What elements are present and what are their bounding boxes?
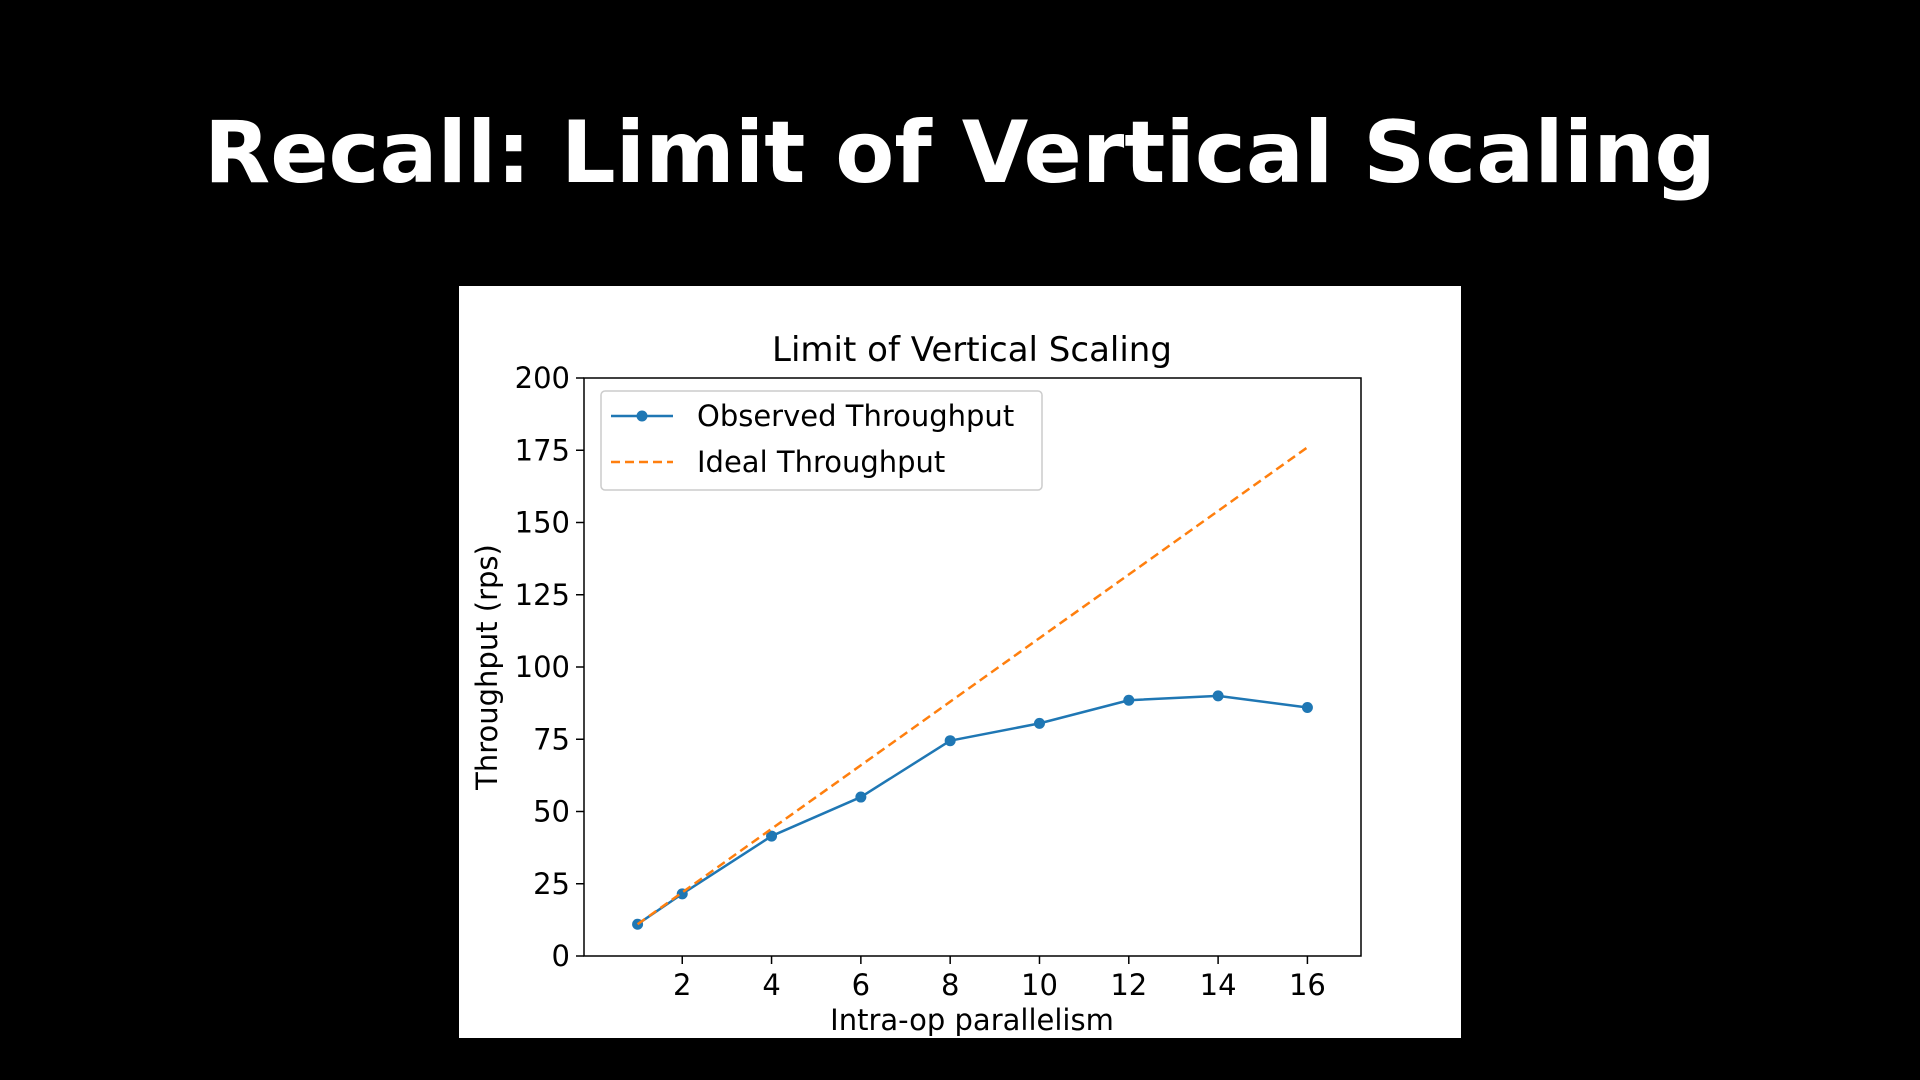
legend-observed-label: Observed Throughput — [697, 399, 1014, 433]
y-tick-label: 200 — [515, 361, 570, 395]
legend: Observed Throughput Ideal Throughput — [600, 390, 1043, 491]
observed-throughput-point — [766, 830, 778, 842]
x-tick-label: 6 — [852, 968, 870, 1002]
y-tick-label: 125 — [515, 578, 570, 612]
chart-svg: Limit of Vertical Scaling 2 4 6 8 10 12 14 1602… — [470, 330, 1362, 1037]
y-tick-label: 150 — [515, 506, 570, 540]
chart-title: Limit of Vertical Scaling — [772, 330, 1172, 370]
observed-throughput-point — [1123, 694, 1135, 706]
x-tick-label: 10 — [1021, 968, 1058, 1002]
legend-observed-marker — [636, 410, 648, 422]
chart-figure: Limit of Vertical Scaling 2 4 6 8 10 12 14 16 0 2… — [459, 286, 1461, 1038]
x-tick-label: 4 — [762, 968, 780, 1002]
x-tick-label: 8 — [941, 968, 959, 1002]
x-tick-label: 2 — [673, 968, 691, 1002]
y-tick-label: 0 — [552, 939, 570, 973]
y-tick-label: 50 — [533, 795, 570, 829]
observed-throughput-point — [1033, 717, 1045, 729]
y-tick-label: 175 — [515, 433, 570, 467]
observed-throughput-point — [1301, 701, 1313, 713]
legend-box — [600, 390, 1043, 491]
x-tick-label: 14 — [1200, 968, 1237, 1002]
plot-frame — [583, 377, 1362, 957]
y-tick-label: 25 — [533, 867, 570, 901]
x-axis-label: Intra-op parallelism — [830, 1003, 1114, 1037]
y-axis-label: Throughput (rps) — [470, 544, 504, 791]
observed-throughput-line — [636, 694, 1308, 926]
observed-throughput-point — [855, 791, 867, 803]
observed-throughput-point — [1212, 690, 1224, 702]
x-tick-label: 16 — [1289, 968, 1326, 1002]
y-tick-label: 75 — [533, 722, 570, 756]
ideal-throughput-line — [636, 446, 1309, 926]
y-tick-label: 100 — [515, 650, 570, 684]
legend-ideal-label: Ideal Throughput — [697, 445, 945, 479]
slide-title: Recall: Limit of Vertical Scaling — [203, 103, 1716, 203]
x-tick-label: 12 — [1110, 968, 1147, 1002]
observed-throughput-point — [944, 735, 956, 747]
plot-area: 2 4 6 8 10 12 14 16 0 25 50 75 100 125 150 175 200 — [515, 361, 1326, 1002]
